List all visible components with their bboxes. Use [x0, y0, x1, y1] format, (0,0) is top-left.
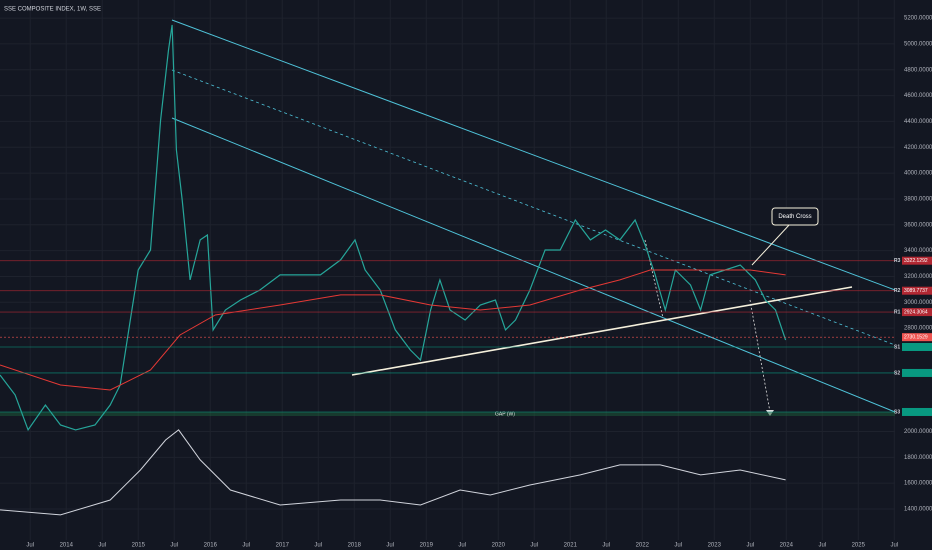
y-tick-label: 2000.0000 [904, 429, 932, 435]
x-tick-label: Jul [26, 543, 34, 549]
level-value: 3089.7737 [904, 288, 928, 294]
x-tick-label: Jul [242, 543, 250, 549]
level-name: R3 [894, 258, 901, 264]
y-tick-label: 5000.0000 [904, 42, 932, 48]
x-tick-label: Jul [890, 543, 898, 549]
grid [0, 0, 895, 540]
level-value: 2924.3064 [904, 309, 928, 315]
x-tick-label: 2020 [492, 543, 506, 549]
axis: 5200.0000 5000.0000 4800.0000 4600.0000 4400… [26, 16, 932, 549]
channel-mid [171, 69, 896, 346]
callout-text: Death Cross [778, 214, 811, 220]
level-name: R2 [894, 288, 901, 294]
x-tick-label: 2015 [132, 543, 146, 549]
level-box [902, 342, 932, 351]
x-tick-label: 2018 [348, 543, 362, 549]
x-tick-label: 2019 [420, 543, 434, 549]
x-tick-label: 2022 [636, 543, 650, 549]
y-tick-label: 5200.0000 [904, 16, 932, 22]
y-tick-label: 1800.0000 [904, 455, 932, 461]
x-tick-label: Jul [674, 543, 682, 549]
x-tick-label: Jul [818, 543, 826, 549]
x-tick-label: 2017 [276, 543, 290, 549]
level-box [902, 286, 932, 295]
last-price-box [902, 333, 932, 342]
x-tick-label: 2021 [564, 543, 578, 549]
y-tick-label: 3600.0000 [904, 222, 932, 228]
x-tick-label: Jul [98, 543, 106, 549]
channel-lower [171, 117, 896, 413]
level-name: S2 [894, 370, 900, 376]
x-tick-label: Jul [530, 543, 538, 549]
x-tick-label: 2016 [204, 543, 218, 549]
y-tick-label: 4400.0000 [904, 119, 932, 125]
y-tick-label: 4200.0000 [904, 145, 932, 151]
level-box [902, 368, 932, 377]
x-tick-label: Jul [458, 543, 466, 549]
x-tick-label: 2014 [60, 543, 74, 549]
y-tick-label: 2800.0000 [904, 326, 932, 332]
level-box [902, 256, 932, 265]
y-tick-label: 3400.0000 [904, 248, 932, 254]
level-value: 3322.1292 [904, 258, 928, 264]
gap-band [0, 412, 895, 416]
level-name: S3 [894, 409, 900, 415]
level-name: R1 [894, 309, 901, 315]
y-tick-label: 3000.0000 [904, 300, 932, 306]
x-tick-label: Jul [746, 543, 754, 549]
last-price-label: 2730.1529 [904, 334, 928, 340]
y-tick-label: 3200.0000 [904, 274, 932, 280]
channel-upper [171, 19, 896, 291]
gap-label: GAP (W) [495, 411, 515, 417]
callout-pointer [751, 223, 791, 266]
y-tick-label: 4600.0000 [904, 93, 932, 99]
chart-title: SSE COMPOSITE INDEX, 1W, SSE [4, 7, 101, 13]
callout-box [771, 207, 819, 226]
x-tick-label: Jul [386, 543, 394, 549]
support-line [351, 286, 853, 376]
series-line [0, 429, 786, 516]
projection-arrow [749, 299, 771, 413]
y-tick-label: 1400.0000 [904, 507, 932, 513]
x-tick-label: Jul [314, 543, 322, 549]
level-name: S1 [894, 344, 900, 350]
x-tick-label: 2023 [708, 543, 722, 549]
series-line [0, 24, 787, 432]
y-tick-label: 1600.0000 [904, 481, 932, 487]
y-tick-label: 3800.0000 [904, 197, 932, 203]
level-box [902, 407, 932, 416]
x-tick-label: Jul [602, 543, 610, 549]
x-tick-label: 2024 [780, 543, 794, 549]
y-tick-label: 4800.0000 [904, 67, 932, 73]
y-tick-label: 4000.0000 [904, 171, 932, 177]
x-tick-label: 2025 [852, 543, 866, 549]
marks [0, 24, 895, 516]
x-tick-label: Jul [170, 543, 178, 549]
level-box [902, 308, 932, 317]
